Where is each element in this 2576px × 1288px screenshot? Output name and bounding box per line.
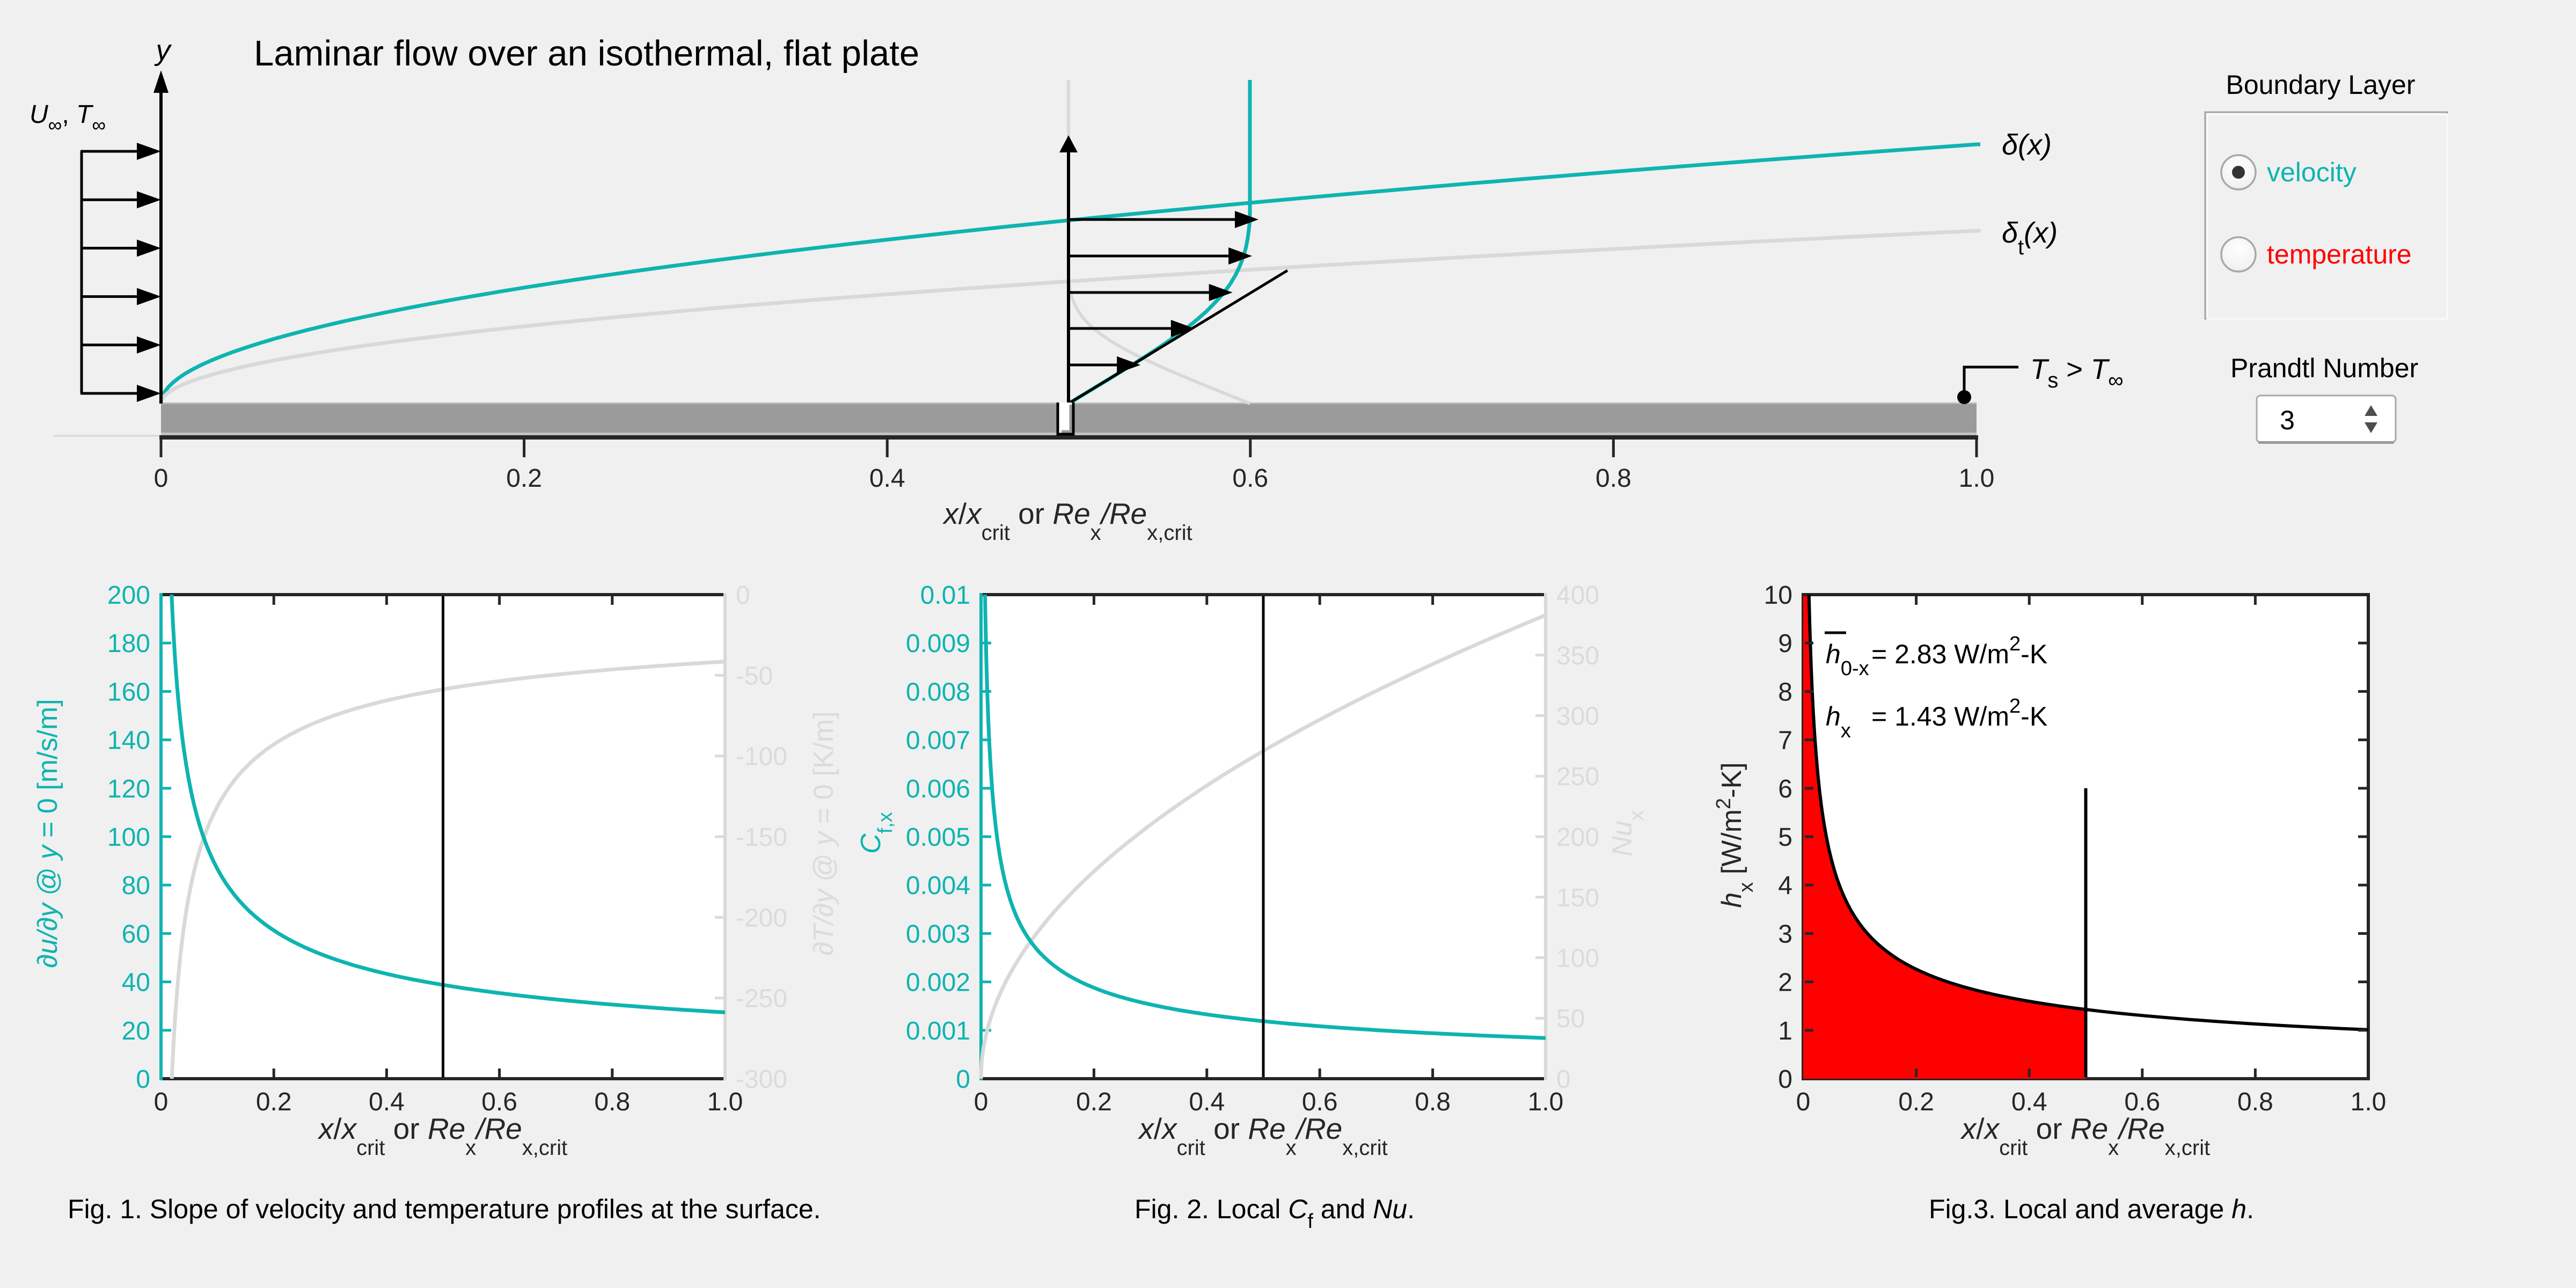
svg-text:0.2: 0.2 bbox=[1076, 1088, 1112, 1116]
svg-text:-300: -300 bbox=[736, 1065, 787, 1094]
svg-text:120: 120 bbox=[107, 775, 150, 803]
svg-text:9: 9 bbox=[1778, 630, 1792, 658]
svg-text:0.01: 0.01 bbox=[920, 581, 970, 610]
svg-text:hx [W/m2-K]: hx [W/m2-K] bbox=[1713, 762, 1758, 908]
svg-text:0: 0 bbox=[956, 1065, 970, 1094]
svg-text:0.6: 0.6 bbox=[481, 1088, 517, 1116]
svg-text:0: 0 bbox=[1556, 1065, 1571, 1094]
svg-text:100: 100 bbox=[107, 823, 150, 852]
svg-text:Cf,x: Cf,x bbox=[855, 812, 897, 854]
svg-text:180: 180 bbox=[107, 630, 150, 658]
svg-text:x/xcrit or Rex/Rex,crit: x/xcrit or Rex/Rex,crit bbox=[1137, 1112, 1387, 1160]
svg-text:δt(x): δt(x) bbox=[2002, 217, 2058, 259]
svg-text:0: 0 bbox=[736, 581, 750, 610]
svg-text:4: 4 bbox=[1778, 872, 1792, 900]
svg-text:-100: -100 bbox=[736, 743, 787, 771]
svg-text:-150: -150 bbox=[736, 823, 787, 852]
svg-text:0.8: 0.8 bbox=[1415, 1088, 1451, 1116]
svg-text:1.0: 1.0 bbox=[2351, 1088, 2387, 1116]
svg-text:60: 60 bbox=[122, 920, 150, 948]
svg-text:7: 7 bbox=[1778, 727, 1792, 755]
svg-text:3: 3 bbox=[2280, 405, 2295, 435]
svg-text:hx= 1.43 W/m2-K: hx = 1.43 W/m2-K bbox=[1826, 695, 2047, 742]
svg-text:temperature: temperature bbox=[2267, 239, 2412, 269]
svg-text:1: 1 bbox=[1778, 1017, 1792, 1045]
svg-text:250: 250 bbox=[1556, 763, 1599, 791]
svg-text:2: 2 bbox=[1778, 969, 1792, 997]
svg-text:0.008: 0.008 bbox=[906, 678, 970, 706]
svg-text:0.4: 0.4 bbox=[1189, 1088, 1225, 1116]
svg-text:0.6: 0.6 bbox=[1302, 1088, 1338, 1116]
svg-text:0: 0 bbox=[1778, 1065, 1792, 1094]
svg-text:150: 150 bbox=[1556, 884, 1599, 912]
svg-text:Fig. 1. Slope of velocity and: Fig. 1. Slope of velocity and temperatur… bbox=[68, 1194, 821, 1224]
svg-text:8: 8 bbox=[1778, 678, 1792, 706]
svg-text:Fig.3. Local and average h.: Fig.3. Local and average h. bbox=[1929, 1194, 2254, 1224]
svg-text:0.6: 0.6 bbox=[1232, 464, 1268, 493]
svg-text:Boundary Layer: Boundary Layer bbox=[2226, 70, 2415, 100]
svg-text:0.007: 0.007 bbox=[906, 727, 970, 755]
svg-text:-200: -200 bbox=[736, 904, 787, 932]
svg-text:-250: -250 bbox=[736, 985, 787, 1013]
svg-text:0.001: 0.001 bbox=[906, 1017, 970, 1045]
svg-text:0: 0 bbox=[154, 1088, 169, 1116]
svg-text:Ts > T∞: Ts > T∞ bbox=[2030, 354, 2124, 392]
svg-text:0.8: 0.8 bbox=[2237, 1088, 2273, 1116]
svg-text:∂u/∂y @ y = 0 [m/s/m]: ∂u/∂y @ y = 0 [m/s/m] bbox=[32, 699, 63, 968]
svg-text:0.8: 0.8 bbox=[594, 1088, 630, 1116]
svg-text:0.2: 0.2 bbox=[506, 464, 542, 493]
svg-text:10: 10 bbox=[1764, 581, 1792, 610]
svg-text:x/xcrit or Rex/Rex,crit: x/xcrit or Rex/Rex,crit bbox=[1960, 1112, 2210, 1160]
svg-text:20: 20 bbox=[122, 1017, 150, 1045]
svg-text:∂T/∂y @ y = 0 [K/m]: ∂T/∂y @ y = 0 [K/m] bbox=[808, 711, 839, 955]
svg-text:100: 100 bbox=[1556, 945, 1599, 973]
svg-text:Laminar flow over an isotherma: Laminar flow over an isothermal, flat pl… bbox=[254, 33, 919, 74]
svg-text:200: 200 bbox=[1556, 823, 1599, 852]
svg-text:0.005: 0.005 bbox=[906, 823, 970, 852]
svg-text:0.006: 0.006 bbox=[906, 775, 970, 803]
svg-text:0: 0 bbox=[154, 464, 169, 493]
svg-text:velocity: velocity bbox=[2267, 157, 2357, 187]
svg-text:40: 40 bbox=[122, 969, 150, 997]
svg-text:200: 200 bbox=[107, 581, 150, 610]
svg-text:160: 160 bbox=[107, 678, 150, 706]
svg-text:0.4: 0.4 bbox=[369, 1088, 405, 1116]
svg-text:50: 50 bbox=[1556, 1005, 1585, 1033]
svg-text:0.009: 0.009 bbox=[906, 630, 970, 658]
svg-text:U∞, T∞: U∞, T∞ bbox=[30, 100, 106, 136]
svg-text:1.0: 1.0 bbox=[1959, 464, 1995, 493]
svg-text:0.4: 0.4 bbox=[2011, 1088, 2047, 1116]
svg-text:400: 400 bbox=[1556, 581, 1599, 610]
svg-text:0.003: 0.003 bbox=[906, 920, 970, 948]
svg-text:0: 0 bbox=[1796, 1088, 1811, 1116]
svg-text:Prandtl Number: Prandtl Number bbox=[2230, 353, 2418, 383]
svg-text:0: 0 bbox=[136, 1065, 150, 1094]
svg-text:3: 3 bbox=[1778, 920, 1792, 948]
svg-text:0.8: 0.8 bbox=[1596, 464, 1631, 493]
svg-text:y: y bbox=[154, 34, 172, 67]
svg-text:1.0: 1.0 bbox=[1528, 1088, 1564, 1116]
svg-text:140: 140 bbox=[107, 727, 150, 755]
svg-text:5: 5 bbox=[1778, 823, 1792, 852]
svg-text:0.2: 0.2 bbox=[256, 1088, 292, 1116]
svg-text:h0-x= 2.83 W/m2-K: h0-x= 2.83 W/m2-K bbox=[1826, 633, 2047, 680]
svg-text:0.2: 0.2 bbox=[1898, 1088, 1934, 1116]
svg-text:0: 0 bbox=[974, 1088, 989, 1116]
svg-text:-50: -50 bbox=[736, 662, 773, 690]
svg-text:x/xcrit or Rex/Rex,crit: x/xcrit or Rex/Rex,crit bbox=[317, 1112, 567, 1160]
svg-text:0.004: 0.004 bbox=[906, 872, 970, 900]
svg-text:Nux: Nux bbox=[1607, 810, 1648, 856]
svg-text:δ(x): δ(x) bbox=[2002, 129, 2052, 161]
svg-text:0.002: 0.002 bbox=[906, 969, 970, 997]
svg-text:x/xcrit or Rex/Rex,crit: x/xcrit or Rex/Rex,crit bbox=[942, 497, 1192, 545]
svg-text:1.0: 1.0 bbox=[707, 1088, 743, 1116]
svg-text:6: 6 bbox=[1778, 775, 1792, 803]
svg-text:350: 350 bbox=[1556, 642, 1599, 670]
svg-text:300: 300 bbox=[1556, 702, 1599, 731]
svg-text:0.6: 0.6 bbox=[2124, 1088, 2160, 1116]
svg-text:0.4: 0.4 bbox=[869, 464, 905, 493]
svg-text:80: 80 bbox=[122, 872, 150, 900]
